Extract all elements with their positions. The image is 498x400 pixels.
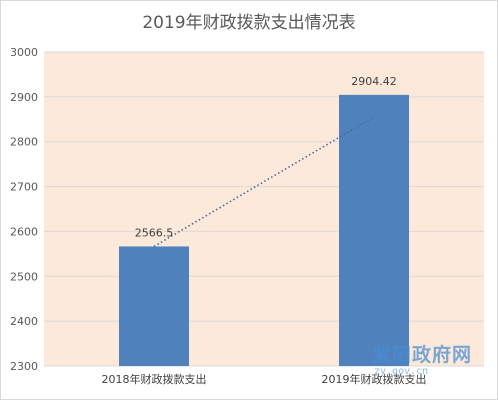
plot-area (44, 52, 484, 366)
x-tick-label: 2019年财政拨款支出 (322, 372, 427, 386)
y-tick-label: 3000 (10, 46, 38, 59)
y-tick-label: 2900 (10, 91, 38, 104)
y-tick-label: 2300 (10, 360, 38, 373)
trendline-line (153, 116, 375, 248)
bar (339, 94, 409, 367)
x-tick-label: 2018年财政拨款支出 (102, 372, 207, 386)
y-tick-label: 2400 (10, 315, 38, 328)
watermark-url: zy.gov.cn (374, 366, 429, 377)
x-axis-ticks: 2018年财政拨款支出 2019年财政拨款支出 (102, 372, 427, 386)
bars (119, 94, 409, 367)
y-tick-label: 2700 (10, 181, 38, 194)
data-labels: 2566.5 2904.42 (135, 75, 397, 240)
y-axis-ticks: 2300 2400 2500 2600 2700 2800 2900 3000 (10, 46, 38, 373)
bar (119, 246, 189, 366)
gridlines (44, 51, 484, 367)
chart-title: 2019年财政拨款支出情况表 (142, 13, 356, 33)
trendline (153, 116, 375, 248)
y-tick-label: 2600 (10, 225, 38, 238)
y-tick-label: 2800 (10, 136, 38, 149)
data-label: 2566.5 (135, 226, 174, 239)
y-tick-label: 2500 (10, 270, 38, 283)
watermark-text: 紫阳政府网 (372, 344, 473, 366)
data-label: 2904.42 (351, 75, 397, 88)
watermark-logo: 紫阳政府网 zy.gov.cn (372, 344, 492, 378)
